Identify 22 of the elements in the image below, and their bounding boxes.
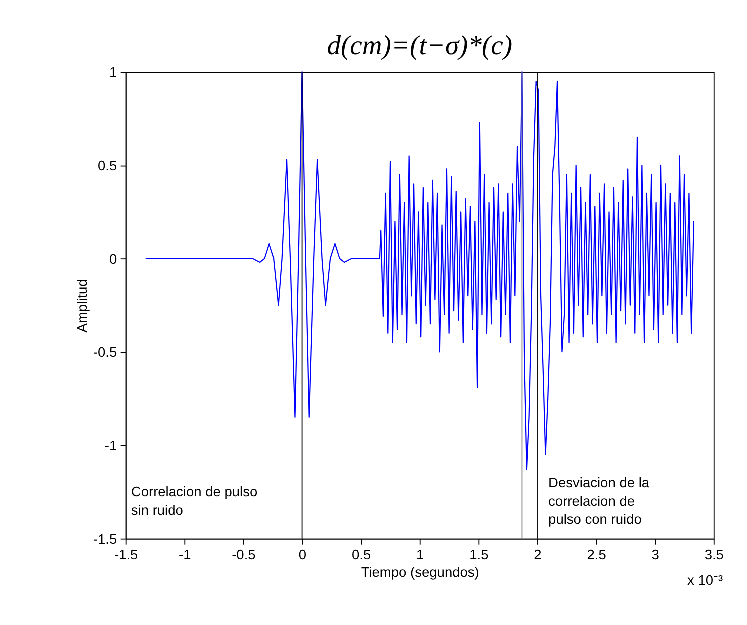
y-tick-label: -0.5 — [93, 345, 118, 360]
x-tick-label: 0.5 — [352, 548, 372, 563]
y-tick-label: 1 — [109, 65, 118, 80]
x-tick-label: 3.5 — [704, 548, 724, 563]
annotation: Correlacion de pulso sin ruido — [131, 484, 258, 518]
y-axis-title: Amplitud — [74, 279, 90, 333]
y-tick-label: 0.5 — [98, 158, 118, 174]
x-tick-label: 1 — [416, 548, 424, 563]
y-tick-label: -1.5 — [93, 532, 118, 547]
x-tick-label: -0.5 — [232, 548, 256, 563]
text: x 10⁻³ — [688, 572, 724, 588]
y-tick-label: -1 — [104, 438, 118, 454]
x-tick-label: 2.5 — [587, 548, 607, 563]
annotation: Desviacion de la correlacion de pulso con ruido — [548, 475, 650, 528]
x-tick-label: 0 — [298, 548, 307, 563]
x-tick-label: 2 — [534, 548, 542, 563]
chart-title: d(cm)=(t−σ)*(c) — [327, 30, 513, 61]
x-tick-label: -1 — [179, 548, 192, 563]
x-tick-label: 3 — [652, 548, 660, 563]
x-tick-label: 1.5 — [470, 548, 490, 563]
y-tick-label: 0 — [109, 252, 118, 267]
x-axis-title: Tiempo (segundos) — [361, 565, 480, 580]
